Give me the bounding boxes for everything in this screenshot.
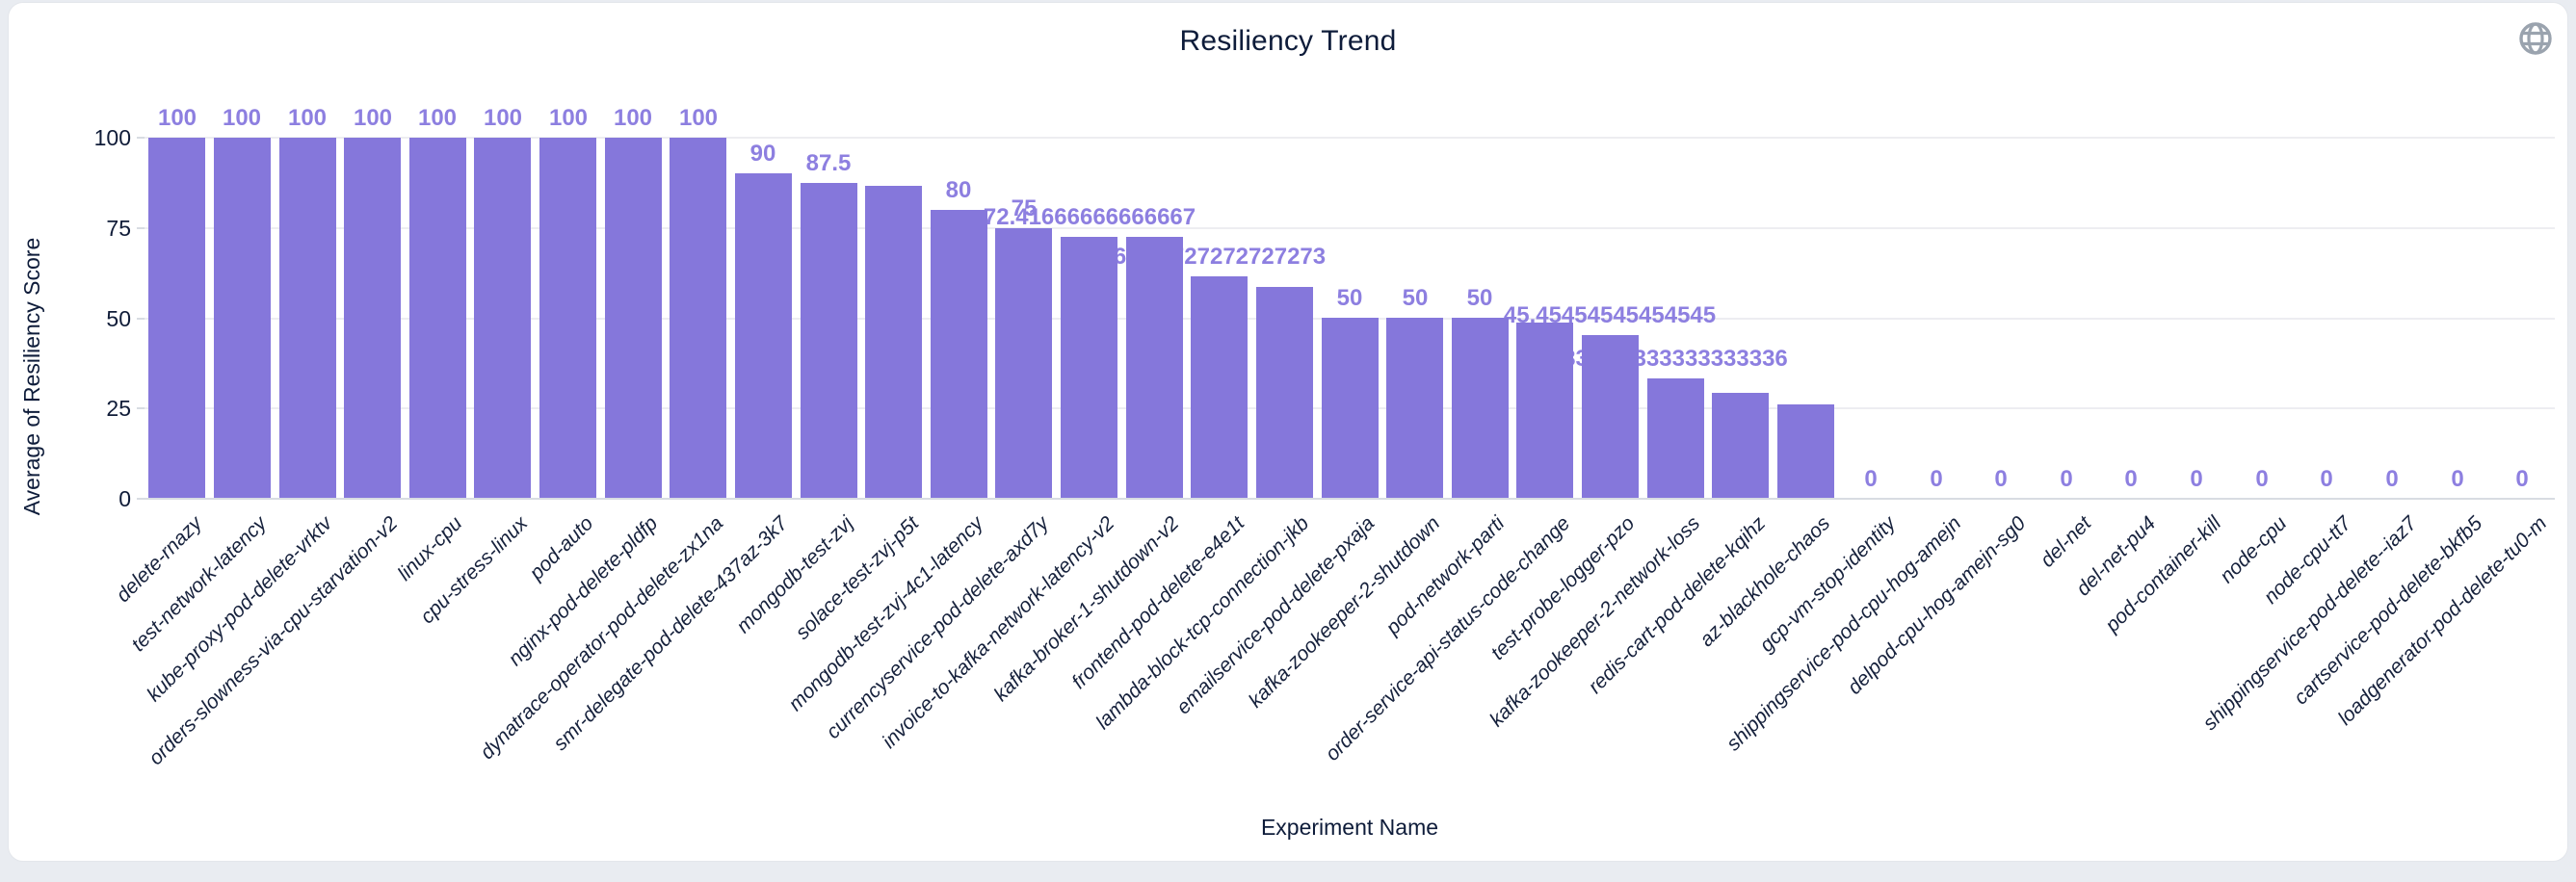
x-tick-label: dynatrace-operator-pod-delete-zx1na bbox=[476, 512, 728, 765]
value-label: 0 bbox=[2060, 466, 2073, 492]
value-label: 50 bbox=[1336, 285, 1363, 311]
value-label: 100 bbox=[157, 105, 197, 131]
y-tick-label: 100 bbox=[93, 125, 131, 150]
gridline bbox=[145, 137, 2555, 139]
x-tick-label: pod-network-parti bbox=[1381, 512, 1510, 639]
value-label: 75 bbox=[1011, 195, 1038, 221]
gridline bbox=[145, 226, 2555, 229]
value-label: 100 bbox=[483, 105, 523, 131]
bar[interactable] bbox=[474, 138, 531, 499]
bar[interactable] bbox=[1386, 318, 1443, 499]
bar[interactable] bbox=[1322, 318, 1379, 499]
bar[interactable] bbox=[1256, 287, 1313, 499]
value-label: 0 bbox=[2451, 466, 2464, 492]
bar[interactable] bbox=[1582, 335, 1639, 499]
bar[interactable] bbox=[1777, 404, 1834, 499]
value-label: 0 bbox=[1864, 466, 1878, 492]
value-label: 0 bbox=[2255, 466, 2269, 492]
bar[interactable] bbox=[148, 138, 205, 499]
bar[interactable] bbox=[1126, 237, 1183, 499]
y-tick-label: 0 bbox=[118, 486, 131, 511]
value-label: 100 bbox=[678, 105, 719, 131]
y-tick-label: 75 bbox=[106, 215, 131, 241]
chart-title: Resiliency Trend bbox=[1179, 25, 1397, 57]
bar[interactable] bbox=[865, 186, 922, 499]
bar[interactable] bbox=[1191, 276, 1248, 499]
value-label: 100 bbox=[417, 105, 458, 131]
x-tick-label: mongodb-test-zvj bbox=[732, 512, 858, 638]
x-tick-label: del-net bbox=[2036, 512, 2096, 572]
bar[interactable] bbox=[1452, 318, 1509, 499]
value-label: 80 bbox=[945, 177, 972, 203]
value-label: 100 bbox=[613, 105, 653, 131]
bar[interactable] bbox=[1712, 393, 1769, 499]
value-label: 0 bbox=[2190, 466, 2203, 492]
value-label: 90 bbox=[749, 141, 776, 167]
value-label: 0 bbox=[2320, 466, 2333, 492]
x-tick-label: smr-delegate-pod-delete-437az-3k7 bbox=[549, 512, 793, 756]
bar[interactable] bbox=[279, 138, 336, 499]
y-axis-tick bbox=[137, 226, 145, 229]
value-label: 0 bbox=[1930, 466, 1943, 492]
x-tick-label: pod-container-kill bbox=[2101, 512, 2226, 637]
globe-icon[interactable] bbox=[2516, 19, 2555, 58]
y-axis-tick bbox=[137, 407, 145, 410]
bar[interactable] bbox=[539, 138, 596, 499]
value-label: 72.41666666666667 bbox=[983, 204, 1196, 230]
value-label: 87.5 bbox=[805, 150, 852, 176]
x-tick-label: invoice-to-kafka-network-latency-v2 bbox=[878, 512, 1119, 753]
x-tick-label: order-service-api-status-code-change bbox=[1321, 512, 1575, 765]
value-label: 100 bbox=[222, 105, 262, 131]
x-axis-line bbox=[145, 498, 2555, 500]
x-tick-label: shippingservice-pod-cpu-hog-amejn bbox=[1722, 512, 1966, 756]
value-label: 100 bbox=[353, 105, 393, 131]
bar[interactable] bbox=[670, 138, 726, 499]
x-axis-title: Experiment Name bbox=[1260, 815, 1439, 840]
bar[interactable] bbox=[1647, 378, 1704, 499]
y-axis-tick bbox=[137, 137, 145, 139]
value-label: 0 bbox=[2385, 466, 2399, 492]
bar[interactable] bbox=[214, 138, 271, 499]
bar[interactable] bbox=[995, 228, 1052, 499]
value-label: 0 bbox=[2124, 466, 2138, 492]
bar[interactable] bbox=[605, 138, 662, 499]
y-axis-tick bbox=[137, 317, 145, 320]
bar[interactable] bbox=[801, 183, 857, 499]
bar[interactable] bbox=[1516, 323, 1573, 499]
value-label: 0 bbox=[1994, 466, 2008, 492]
y-axis-tick bbox=[137, 498, 145, 500]
value-label: 50 bbox=[1466, 285, 1493, 311]
bar[interactable] bbox=[735, 173, 792, 499]
value-label: 100 bbox=[287, 105, 328, 131]
value-label: 0 bbox=[2515, 466, 2529, 492]
value-label: 50 bbox=[1402, 285, 1429, 311]
bar[interactable] bbox=[1061, 237, 1117, 499]
y-tick-label: 25 bbox=[106, 396, 131, 422]
bar[interactable] bbox=[409, 138, 466, 499]
bar[interactable] bbox=[344, 138, 401, 499]
y-tick-label: 50 bbox=[106, 305, 131, 331]
value-label: 100 bbox=[548, 105, 589, 131]
bar[interactable] bbox=[931, 210, 987, 499]
